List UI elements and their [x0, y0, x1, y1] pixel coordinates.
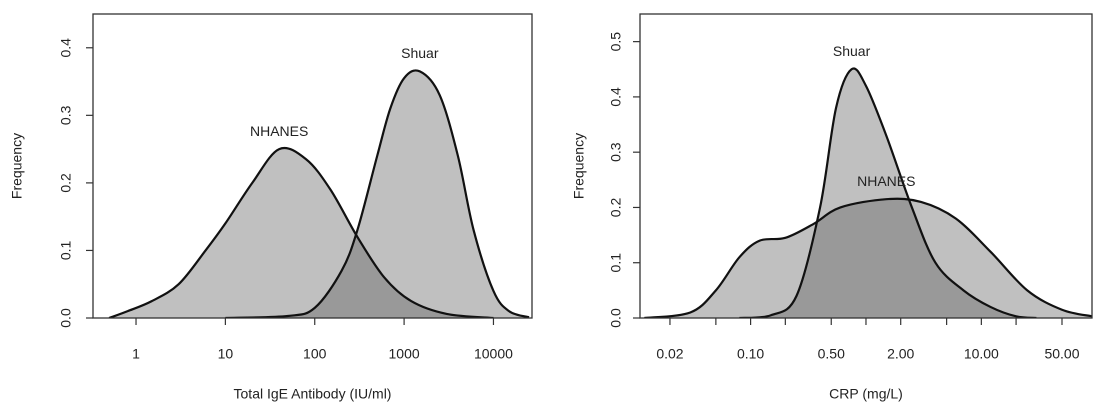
- series-label: NHANES: [250, 123, 308, 139]
- density-area: [739, 68, 1037, 318]
- plot-area: [108, 69, 530, 318]
- density-curve: [739, 67, 1037, 318]
- y-tick-label: 0.4: [58, 38, 74, 58]
- y-tick-label: 0.5: [608, 32, 624, 52]
- x-tick-label: 0.02: [656, 346, 683, 362]
- x-tick-label: 0.10: [737, 346, 764, 362]
- density-curve: [108, 146, 494, 318]
- series-label: Shuar: [833, 43, 871, 59]
- x-tick-label: 50.00: [1044, 346, 1079, 362]
- density-area: [644, 198, 1092, 318]
- x-tick-label: 10.00: [964, 346, 999, 362]
- y-tick-label: 0.1: [608, 253, 624, 273]
- density-area: [109, 148, 494, 318]
- y-tick-label: 0.1: [58, 241, 74, 261]
- x-tick-label: 1: [132, 346, 140, 362]
- x-tick-label: 10000: [474, 346, 513, 362]
- y-tick-label: 0.0: [608, 308, 624, 328]
- y-tick-label: 0.3: [58, 105, 74, 125]
- x-axis-label: CRP (mg/L): [829, 386, 903, 402]
- plot-frame: [92, 13, 533, 319]
- x-tick-label: 1000: [389, 346, 420, 362]
- series-label: Shuar: [401, 45, 439, 61]
- x-axis-label: Total IgE Antibody (IU/ml): [234, 386, 392, 402]
- density-curve: [644, 197, 1092, 318]
- x-tick-label: 0.50: [818, 346, 845, 362]
- x-tick-label: 2.00: [887, 346, 914, 362]
- plot-area: [644, 67, 1092, 318]
- y-axis-label: Frequency: [9, 133, 25, 199]
- y-tick-label: 0.0: [58, 308, 74, 328]
- x-tick-label: 100: [303, 346, 327, 362]
- y-tick-label: 0.2: [608, 198, 624, 218]
- series-label: NHANES: [857, 173, 915, 189]
- y-tick-label: 0.4: [608, 87, 624, 107]
- y-tick-label: 0.2: [58, 173, 74, 193]
- y-tick-label: 0.3: [608, 142, 624, 162]
- density-area: [225, 70, 530, 318]
- y-axis-label: Frequency: [571, 133, 587, 199]
- x-tick-label: 10: [218, 346, 234, 362]
- density-curve: [225, 69, 530, 318]
